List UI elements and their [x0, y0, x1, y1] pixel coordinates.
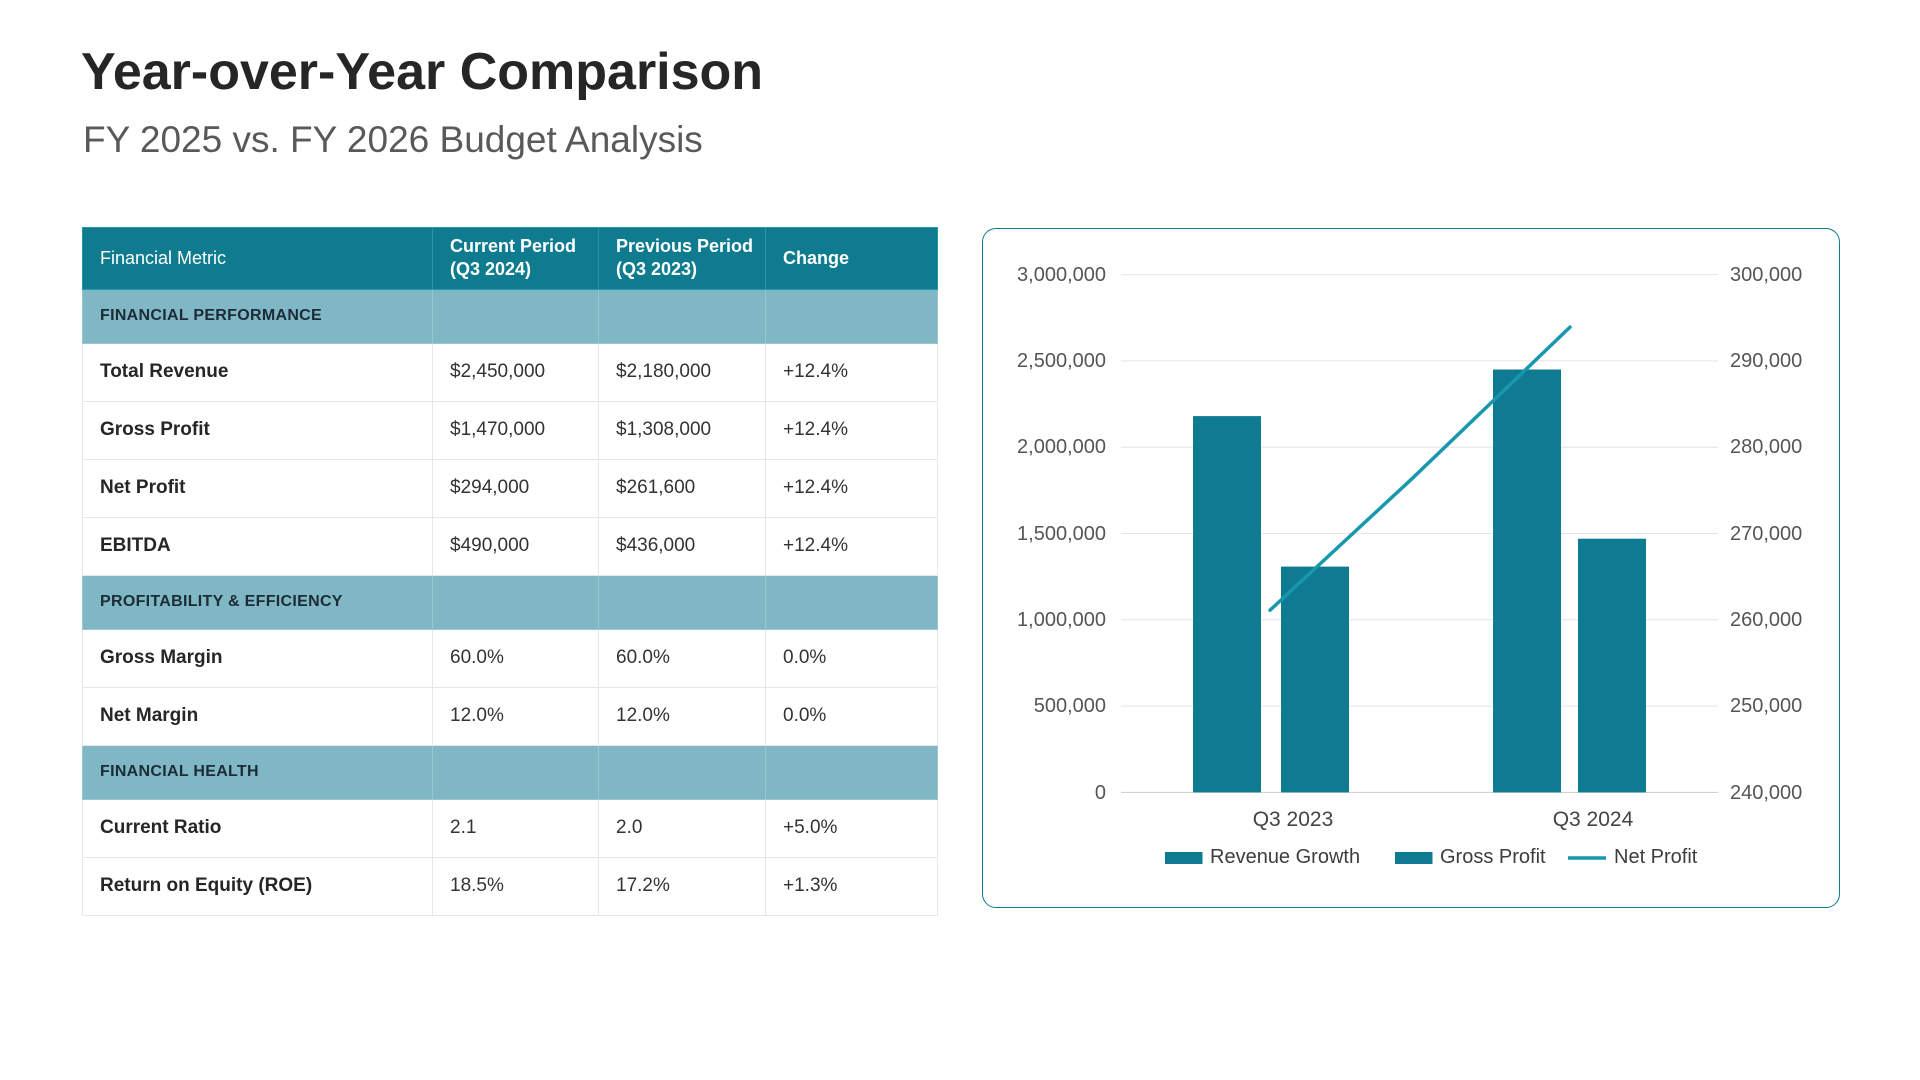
svg-text:2,000,000: 2,000,000 — [1017, 436, 1106, 458]
svg-text:290,000: 290,000 — [1730, 350, 1802, 372]
svg-text:Net Profit: Net Profit — [1614, 846, 1698, 868]
svg-text:260,000: 260,000 — [1730, 609, 1802, 631]
svg-text:Q3 2024: Q3 2024 — [1553, 808, 1634, 831]
svg-text:1,000,000: 1,000,000 — [1017, 609, 1106, 631]
svg-text:Revenue Growth: Revenue Growth — [1210, 846, 1360, 868]
svg-text:240,000: 240,000 — [1730, 782, 1802, 804]
svg-text:270,000: 270,000 — [1730, 523, 1802, 545]
svg-text:250,000: 250,000 — [1730, 695, 1802, 717]
svg-text:500,000: 500,000 — [1034, 695, 1106, 717]
svg-text:3,000,000: 3,000,000 — [1017, 264, 1106, 286]
svg-text:1,500,000: 1,500,000 — [1017, 523, 1106, 545]
svg-text:Q3 2023: Q3 2023 — [1253, 808, 1334, 831]
svg-text:2,500,000: 2,500,000 — [1017, 350, 1106, 372]
svg-text:Gross Profit: Gross Profit — [1440, 846, 1546, 868]
svg-text:300,000: 300,000 — [1730, 264, 1802, 286]
svg-text:0: 0 — [1095, 782, 1106, 804]
svg-text:280,000: 280,000 — [1730, 436, 1802, 458]
